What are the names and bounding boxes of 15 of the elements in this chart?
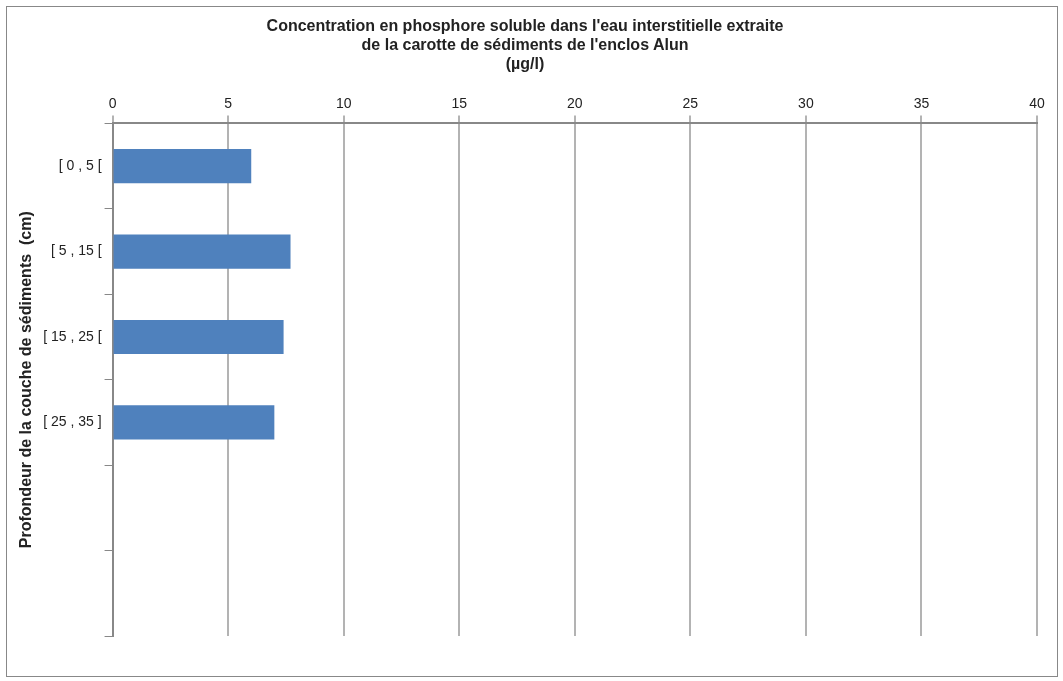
x-tick-label: 30 <box>798 94 814 111</box>
x-tick-label: 40 <box>1029 94 1045 111</box>
chart-title: Concentration en phosphore soluble dans l'eau interstitielle extraite de la carotte de sédiments de l'enclos Alun (µg/l) <box>266 17 784 73</box>
x-tick-label: 35 <box>913 94 930 111</box>
x-tick-label: 20 <box>567 94 583 111</box>
y-tick-label: [ 25 , 35 ] <box>43 413 102 430</box>
y-tick-label: [ 5 , 15 [ <box>50 242 102 259</box>
x-tick-label: 10 <box>335 94 352 111</box>
y-tick-label: [ 0 , 5 [ <box>58 156 102 173</box>
x-tick-label: 15 <box>451 94 468 111</box>
y-axis-title: Profondeur de la couche de sédiments (cm) <box>17 211 35 549</box>
y-tick-label: [ 15 , 25 [ <box>43 327 102 344</box>
x-tick-label: 0 <box>108 94 117 111</box>
x-tick-label: 5 <box>224 94 233 111</box>
x-tick-label: 25 <box>682 94 699 111</box>
